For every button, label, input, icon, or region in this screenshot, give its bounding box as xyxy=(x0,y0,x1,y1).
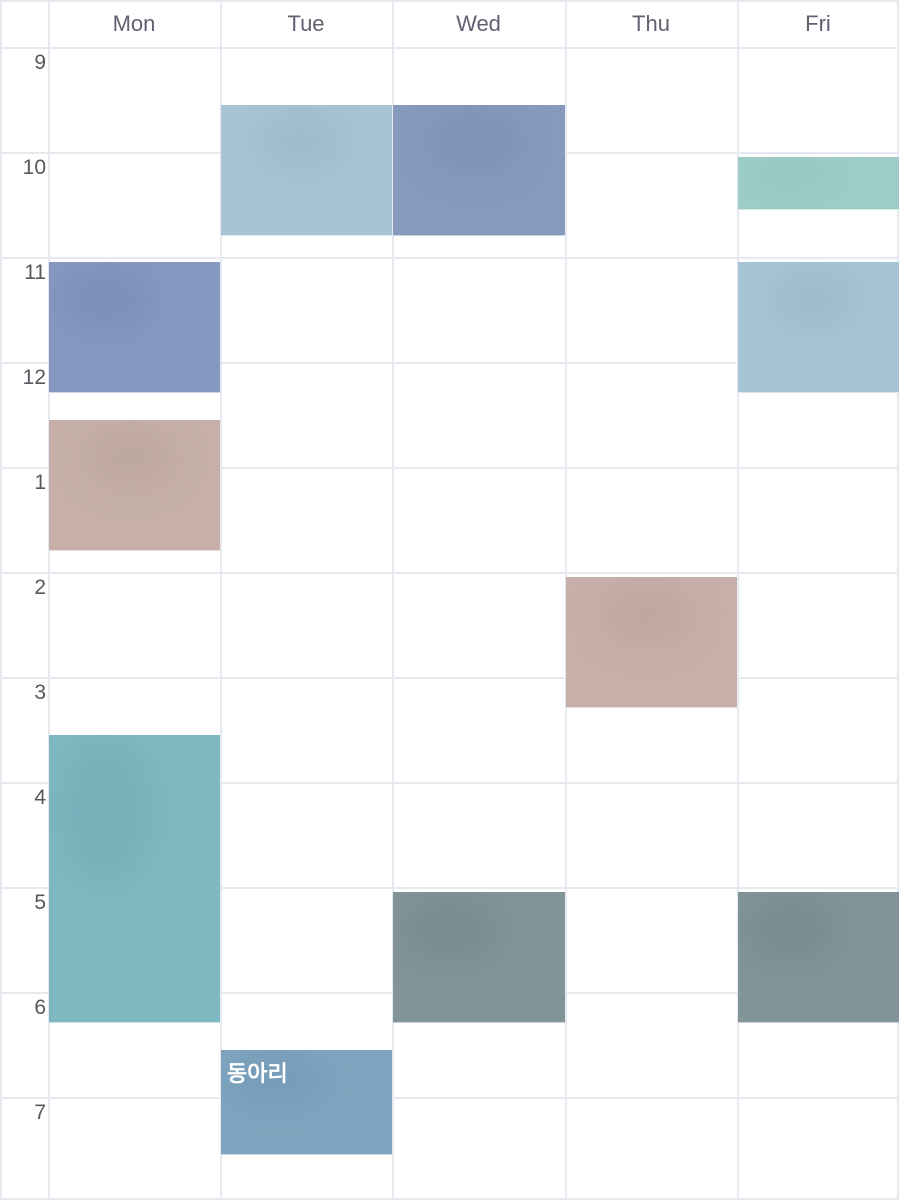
day-label-thu: Thu xyxy=(632,11,670,36)
hour-label-5: 5 xyxy=(34,891,46,914)
event-block-mon-1[interactable] xyxy=(49,262,220,394)
event-block-wed-2[interactable] xyxy=(393,892,565,1024)
day-label-tue: Tue xyxy=(287,11,325,36)
hour-label-11: 11 xyxy=(24,261,46,284)
paint-texture xyxy=(746,161,835,188)
event-block-wed-1[interactable] xyxy=(393,104,565,236)
grid-vline xyxy=(897,0,899,1200)
paint-texture xyxy=(770,266,859,332)
grid-hline xyxy=(0,362,899,364)
hour-label-9: 9 xyxy=(34,51,46,74)
grid-hline xyxy=(0,467,899,469)
grid-vline xyxy=(392,0,394,1200)
grid-hline xyxy=(0,0,899,2)
event-block-fri-1[interactable] xyxy=(738,157,899,210)
paint-texture xyxy=(401,896,497,962)
hour-label-3: 3 xyxy=(34,681,46,704)
grid-hline xyxy=(0,1198,899,1200)
paint-texture xyxy=(427,108,522,175)
grid-vline xyxy=(220,0,222,1200)
day-label-fri: Fri xyxy=(805,11,831,36)
paint-texture xyxy=(83,423,178,490)
event-block-mon-3[interactable] xyxy=(49,734,220,1024)
grid-hline xyxy=(0,782,899,784)
grid-hline xyxy=(0,572,899,574)
event-block-tue-1[interactable] xyxy=(221,104,392,236)
hour-label-2: 2 xyxy=(34,576,46,599)
grid-vline xyxy=(737,0,739,1200)
hour-label-1: 1 xyxy=(34,471,46,494)
paint-texture xyxy=(57,266,152,332)
hour-label-7: 7 xyxy=(34,1101,46,1124)
grid-hline xyxy=(0,887,899,889)
grid-hline xyxy=(0,47,899,49)
event-block-mon-2[interactable] xyxy=(49,419,220,551)
grid-vline xyxy=(48,0,50,1200)
paint-texture xyxy=(746,896,835,962)
hour-label-12: 12 xyxy=(22,366,46,389)
event-block-fri-3[interactable] xyxy=(738,892,899,1024)
event-block-tue-2[interactable]: 동아리 xyxy=(221,1049,392,1155)
event-block-thu-1[interactable] xyxy=(566,577,737,709)
grid-hline xyxy=(0,677,899,679)
grid-vline xyxy=(0,0,2,1200)
paint-texture xyxy=(57,738,152,883)
event-block-fri-2[interactable] xyxy=(738,262,899,394)
paint-texture xyxy=(255,108,350,175)
event-title: 동아리 xyxy=(227,1061,288,1087)
grid-hline xyxy=(0,1097,899,1099)
day-label-mon: Mon xyxy=(112,11,156,36)
grid-hline xyxy=(0,257,899,259)
paint-texture xyxy=(600,581,695,647)
hour-label-6: 6 xyxy=(34,996,46,1019)
day-label-wed: Wed xyxy=(456,11,501,36)
hour-label-4: 4 xyxy=(34,786,46,809)
hour-label-10: 10 xyxy=(22,156,46,179)
